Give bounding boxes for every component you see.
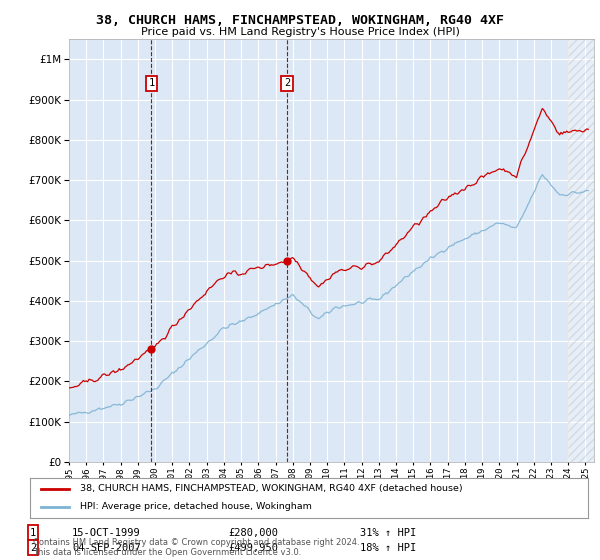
Text: 38, CHURCH HAMS, FINCHAMPSTEAD, WOKINGHAM, RG40 4XF: 38, CHURCH HAMS, FINCHAMPSTEAD, WOKINGHA… — [96, 14, 504, 27]
Text: 2: 2 — [30, 543, 36, 553]
Text: HPI: Average price, detached house, Wokingham: HPI: Average price, detached house, Woki… — [80, 502, 312, 511]
Text: 2: 2 — [284, 78, 290, 88]
Text: 18% ↑ HPI: 18% ↑ HPI — [360, 543, 416, 553]
Text: £280,000: £280,000 — [228, 528, 278, 538]
Text: 04-SEP-2007: 04-SEP-2007 — [72, 543, 141, 553]
Text: 31% ↑ HPI: 31% ↑ HPI — [360, 528, 416, 538]
Bar — [568, 39, 594, 462]
Text: 1: 1 — [30, 528, 36, 538]
Text: 1: 1 — [148, 78, 155, 88]
Text: £499,950: £499,950 — [228, 543, 278, 553]
Text: Contains HM Land Registry data © Crown copyright and database right 2024.
This d: Contains HM Land Registry data © Crown c… — [33, 538, 359, 557]
Text: 15-OCT-1999: 15-OCT-1999 — [72, 528, 141, 538]
Text: Price paid vs. HM Land Registry's House Price Index (HPI): Price paid vs. HM Land Registry's House … — [140, 27, 460, 37]
Text: 38, CHURCH HAMS, FINCHAMPSTEAD, WOKINGHAM, RG40 4XF (detached house): 38, CHURCH HAMS, FINCHAMPSTEAD, WOKINGHA… — [80, 484, 463, 493]
